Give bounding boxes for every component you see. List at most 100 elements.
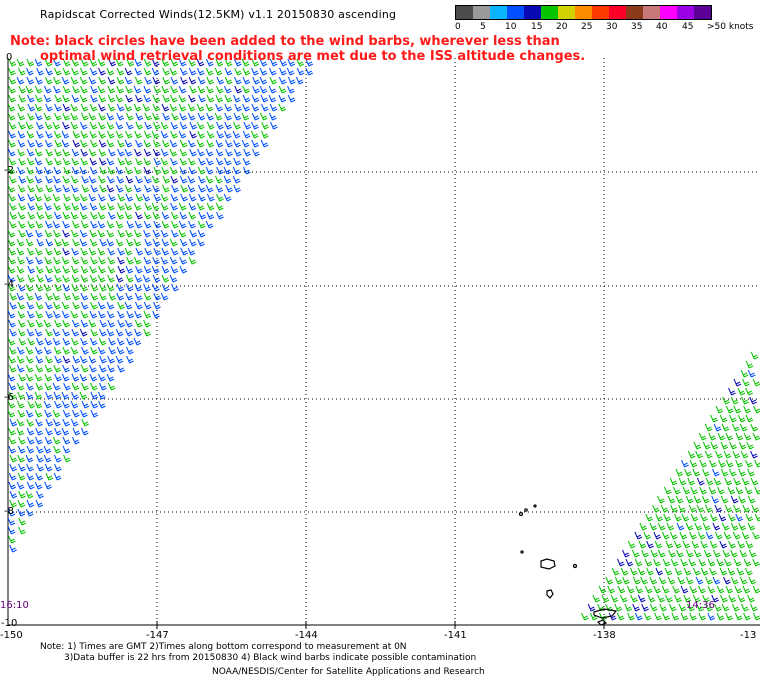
wind-barb: [151, 202, 160, 211]
wind-barb: [107, 175, 115, 184]
colorbar-label: 15: [531, 22, 543, 32]
wind-barb: [696, 504, 705, 513]
colorbar-swatch: [456, 6, 473, 19]
wind-barb: [44, 382, 53, 391]
wind-barb: [668, 603, 677, 612]
wind-barb: [727, 567, 736, 576]
wind-barb: [632, 603, 640, 612]
wind-barb: [53, 445, 61, 454]
wind-barb: [741, 603, 749, 612]
wind-barb: [9, 499, 17, 508]
wind-barb: [44, 121, 53, 130]
wind-barb: [160, 292, 169, 301]
wind-barb: [224, 103, 233, 112]
wind-barb: [143, 301, 152, 310]
wind-barb: [71, 337, 79, 346]
wind-barb: [215, 175, 223, 184]
wind-barb: [715, 450, 723, 459]
wind-barb: [8, 355, 16, 364]
wind-barb: [18, 94, 27, 103]
wind-barb: [45, 310, 54, 319]
wind-barb: [635, 585, 644, 594]
wind-barb: [179, 211, 188, 220]
wind-barb: [126, 355, 134, 364]
wind-barb: [152, 112, 160, 121]
wind-barb: [162, 94, 171, 103]
wind-barb: [99, 238, 108, 247]
wind-barb: [53, 202, 62, 211]
wind-barb: [161, 166, 170, 175]
wind-barb: [734, 612, 743, 621]
wind-barb: [133, 85, 142, 94]
wind-barb: [62, 121, 70, 130]
wind-barb: [738, 441, 747, 450]
wind-barb: [169, 103, 178, 112]
wind-barb: [747, 594, 755, 603]
wind-barb: [677, 576, 686, 585]
wind-barb: [752, 378, 760, 387]
wind-barb: [625, 558, 634, 567]
wind-barb: [718, 513, 727, 522]
wind-barb: [71, 247, 79, 256]
wind-barb: [261, 103, 269, 112]
wind-barb: [72, 427, 81, 436]
wind-barb: [124, 202, 133, 211]
wind-barb: [143, 328, 151, 337]
wind-barb: [729, 414, 737, 423]
wind-barb: [170, 193, 179, 202]
colorbar-swatch: [575, 6, 592, 19]
wind-barb: [162, 139, 170, 148]
wind-barb: [658, 576, 667, 585]
wind-barb: [206, 121, 215, 130]
wind-barb: [125, 283, 134, 292]
wind-barb: [746, 441, 755, 450]
wind-barb: [25, 364, 34, 373]
wind-barb: [72, 130, 81, 139]
wind-barb: [89, 67, 98, 76]
wind-barb: [62, 328, 70, 337]
wind-barb: [8, 139, 16, 148]
wind-barb: [589, 612, 598, 621]
wind-barb: [234, 76, 242, 85]
colorbar-swatches: [455, 5, 712, 20]
wind-barb: [107, 355, 115, 364]
wind-barb: [106, 121, 115, 130]
wind-barb: [188, 202, 197, 211]
wind-barb: [223, 193, 232, 202]
wind-barb: [36, 238, 45, 247]
wind-barb: [681, 513, 690, 522]
wind-barb: [251, 103, 260, 112]
wind-barb: [224, 58, 233, 67]
wind-barb: [224, 157, 232, 166]
colorbar-label: 0: [455, 22, 461, 32]
wind-barb: [17, 256, 25, 265]
wind-barb: [680, 558, 688, 567]
wind-barb: [90, 85, 99, 94]
wind-barb: [34, 148, 43, 157]
wind-barb: [44, 202, 52, 211]
wind-barb: [62, 247, 70, 256]
wind-barb: [135, 175, 143, 184]
wind-barb: [259, 76, 268, 85]
wind-barb: [124, 148, 133, 157]
wind-barb: [106, 184, 115, 193]
wind-barb: [215, 157, 224, 166]
wind-barb: [99, 319, 108, 328]
wind-barb: [215, 184, 224, 193]
wind-barb: [98, 94, 107, 103]
wind-barb: [721, 603, 730, 612]
wind-barb: [632, 576, 641, 585]
wind-barb: [7, 274, 16, 283]
wind-barb: [223, 175, 232, 184]
island-small: [520, 550, 524, 554]
wind-barb: [143, 157, 152, 166]
wind-barb: [9, 220, 17, 229]
wind-barb: [53, 166, 62, 175]
wind-barb: [8, 427, 16, 436]
wind-barb: [170, 229, 179, 238]
wind-barb: [160, 193, 169, 202]
wind-swath-west: [7, 58, 314, 553]
wind-barb: [54, 238, 63, 247]
wind-barb: [98, 256, 106, 265]
wind-barb: [18, 220, 26, 229]
